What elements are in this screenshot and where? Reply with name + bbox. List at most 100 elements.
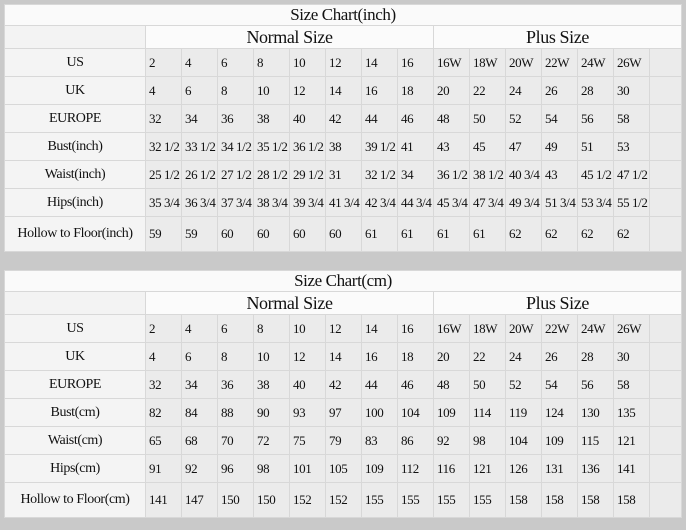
size-cell: 34 1/2 [217,132,254,161]
size-cell: 59 [145,216,182,252]
size-cell: 126 [505,454,542,483]
row-label: Hips(inch) [4,188,146,217]
size-cell: 83 [361,426,398,455]
size-cell: 35 1/2 [253,132,290,161]
table-row: Hips(inch) 35 3/4 36 3/4 37 3/4 38 3/4 39 3/4… [4,188,682,217]
size-cell: 22 [469,76,506,105]
size-cell: 12 [325,48,362,77]
size-cell: 44 [361,370,398,399]
size-cell: 75 [289,426,326,455]
size-cell: 68 [181,426,218,455]
size-cell: 20W [505,48,542,77]
size-cell: 34 [181,370,218,399]
size-cell: 16 [397,48,434,77]
size-cell: 32 [145,104,182,133]
size-cell: 45 [469,132,506,161]
size-cell: 38 3/4 [253,188,290,217]
size-cell: 60 [253,216,290,252]
size-cell: 24W [577,48,614,77]
size-cell: 33 1/2 [181,132,218,161]
size-cell: 6 [217,48,254,77]
size-cell: 79 [325,426,362,455]
size-cell: 24 [505,342,542,371]
size-cell: 35 3/4 [145,188,182,217]
size-cell: 155 [397,482,434,518]
size-cell: 54 [541,370,578,399]
size-cell: 39 3/4 [289,188,326,217]
row-label: Hollow to Floor(cm) [4,482,146,518]
size-cell: 25 1/2 [145,160,182,189]
size-cell: 158 [613,482,650,518]
size-cell: 16 [361,342,398,371]
size-cell: 121 [613,426,650,455]
size-cell: 38 [325,132,362,161]
size-cell: 105 [325,454,362,483]
size-cell: 44 [361,104,398,133]
group-header-plus: Plus Size [433,291,682,315]
size-cell: 72 [253,426,290,455]
size-cell: 93 [289,398,326,427]
size-cell: 46 [397,370,434,399]
size-cell: 62 [613,216,650,252]
table-row: Bust(cm) 82 84 88 90 93 97 100 104 109 114 119 124 13… [4,398,682,427]
size-cell: 32 1/2 [145,132,182,161]
size-cell: 61 [361,216,398,252]
size-cell: 20 [433,76,470,105]
size-cell: 49 [541,132,578,161]
size-cell: 8 [253,48,290,77]
size-cell: 24 [505,76,542,105]
size-cell: 47 1/2 [613,160,650,189]
table-row: Waist(inch) 25 1/2 26 1/2 27 1/2 28 1/2 29 1/… [4,160,682,189]
size-cell: 8 [217,342,254,371]
row-label: US [4,48,146,77]
size-cell: 28 1/2 [253,160,290,189]
size-cell: 32 1/2 [361,160,398,189]
table-row: US 2 4 6 8 10 12 14 16 16W 18W 20W 22W 24W 26W [4,314,682,343]
size-chart-inch: Size Chart(inch) Normal Size Plus Size US… [4,4,682,252]
group-header-plus: Plus Size [433,25,682,49]
size-cell: 34 [397,160,434,189]
size-cell: 45 3/4 [433,188,470,217]
size-cell: 14 [325,342,362,371]
size-cell: 51 3/4 [541,188,578,217]
group-header-normal: Normal Size [145,291,434,315]
size-cell: 4 [181,48,218,77]
size-cell: 41 3/4 [325,188,362,217]
size-cell: 2 [145,48,182,77]
size-cell: 152 [325,482,362,518]
size-cell: 158 [577,482,614,518]
size-cell: 18W [469,48,506,77]
size-cell: 101 [289,454,326,483]
size-cell: 8 [253,314,290,343]
size-cell: 58 [613,104,650,133]
size-cell: 60 [289,216,326,252]
size-cell: 49 3/4 [505,188,542,217]
size-cell: 96 [217,454,254,483]
size-cell: 155 [469,482,506,518]
table-row: UK 4 6 8 10 12 14 16 18 20 22 24 26 28 30 [4,342,682,371]
size-cell: 12 [325,314,362,343]
size-cell: 30 [613,342,650,371]
size-cell: 131 [541,454,578,483]
size-cell: 38 [253,370,290,399]
size-cell: 40 3/4 [505,160,542,189]
size-cell: 52 [505,104,542,133]
size-cell: 36 1/2 [433,160,470,189]
size-cell: 18W [469,314,506,343]
size-cell: 42 3/4 [361,188,398,217]
size-cell: 36 1/2 [289,132,326,161]
size-cell: 155 [361,482,398,518]
row-label: Bust(inch) [4,132,146,161]
size-cell: 109 [541,426,578,455]
size-cell: 32 [145,370,182,399]
size-table: Size Chart(cm) Normal Size Plus Size US 2 4… [4,270,682,518]
size-cell: 116 [433,454,470,483]
size-cell: 46 [397,104,434,133]
size-cell: 47 [505,132,542,161]
table-row: Bust(inch) 32 1/2 33 1/2 34 1/2 35 1/2 36 1/2… [4,132,682,161]
size-cell: 50 [469,370,506,399]
size-cell: 98 [469,426,506,455]
size-cell: 61 [433,216,470,252]
size-cell: 42 [325,370,362,399]
size-cell: 158 [541,482,578,518]
